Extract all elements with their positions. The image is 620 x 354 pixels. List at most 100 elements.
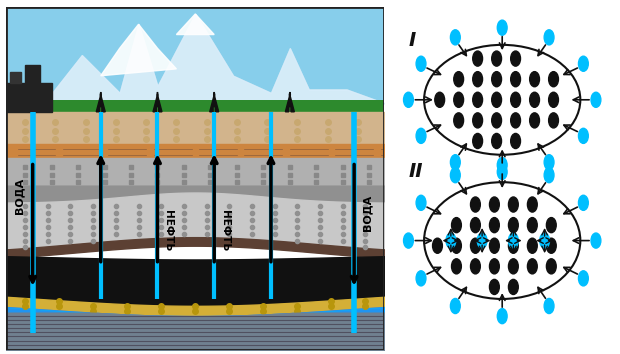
Circle shape xyxy=(416,128,426,143)
Circle shape xyxy=(578,195,588,210)
Circle shape xyxy=(433,238,443,253)
Circle shape xyxy=(489,238,499,253)
Circle shape xyxy=(492,92,502,107)
Circle shape xyxy=(544,155,554,170)
Circle shape xyxy=(471,238,480,253)
Circle shape xyxy=(471,259,480,274)
Circle shape xyxy=(489,218,499,233)
Polygon shape xyxy=(100,24,176,76)
Circle shape xyxy=(528,259,538,274)
Circle shape xyxy=(492,113,502,128)
Circle shape xyxy=(508,218,518,233)
Circle shape xyxy=(451,259,461,274)
Circle shape xyxy=(404,92,414,107)
Circle shape xyxy=(472,92,482,107)
Circle shape xyxy=(528,218,538,233)
Circle shape xyxy=(508,197,518,212)
Circle shape xyxy=(544,298,554,314)
Polygon shape xyxy=(210,95,219,112)
Circle shape xyxy=(508,233,518,248)
Circle shape xyxy=(489,197,499,212)
Polygon shape xyxy=(25,65,40,82)
Circle shape xyxy=(497,164,507,179)
Circle shape xyxy=(416,271,426,286)
Circle shape xyxy=(454,113,464,128)
Circle shape xyxy=(578,56,588,71)
Circle shape xyxy=(529,113,539,128)
Circle shape xyxy=(492,72,502,87)
Circle shape xyxy=(528,197,538,212)
Text: НЕФТЬ: НЕФТЬ xyxy=(163,210,173,251)
Circle shape xyxy=(471,197,480,212)
Circle shape xyxy=(446,233,456,248)
Circle shape xyxy=(489,279,499,295)
Circle shape xyxy=(450,167,460,183)
Polygon shape xyxy=(40,95,48,112)
Circle shape xyxy=(497,20,507,35)
Circle shape xyxy=(529,92,539,107)
Text: ВОДА: ВОДА xyxy=(14,178,24,214)
Polygon shape xyxy=(10,72,21,82)
Circle shape xyxy=(544,167,554,183)
Circle shape xyxy=(511,92,521,107)
Circle shape xyxy=(511,113,521,128)
Circle shape xyxy=(508,279,518,295)
Circle shape xyxy=(578,271,588,286)
Circle shape xyxy=(471,218,480,233)
Circle shape xyxy=(511,133,521,149)
Polygon shape xyxy=(43,92,45,98)
Circle shape xyxy=(492,51,502,66)
Circle shape xyxy=(529,72,539,87)
Circle shape xyxy=(544,30,554,45)
Circle shape xyxy=(528,238,538,253)
Circle shape xyxy=(591,233,601,248)
Circle shape xyxy=(416,56,426,71)
Circle shape xyxy=(549,113,559,128)
Circle shape xyxy=(477,233,487,248)
Text: I: I xyxy=(409,31,415,50)
Circle shape xyxy=(454,72,464,87)
Circle shape xyxy=(511,51,521,66)
Polygon shape xyxy=(157,92,158,98)
FancyBboxPatch shape xyxy=(6,100,384,112)
Circle shape xyxy=(591,92,601,107)
Polygon shape xyxy=(153,95,162,112)
Circle shape xyxy=(404,233,414,248)
Text: II: II xyxy=(409,161,423,181)
Circle shape xyxy=(549,92,559,107)
Circle shape xyxy=(450,298,460,314)
Text: НЕФТЬ: НЕФТЬ xyxy=(220,210,230,251)
Circle shape xyxy=(546,259,556,274)
FancyBboxPatch shape xyxy=(6,7,384,103)
Circle shape xyxy=(472,133,482,149)
Circle shape xyxy=(497,158,507,173)
Circle shape xyxy=(497,309,507,324)
Circle shape xyxy=(450,155,460,170)
Circle shape xyxy=(578,128,588,143)
Circle shape xyxy=(511,72,521,87)
Circle shape xyxy=(508,238,518,253)
Polygon shape xyxy=(96,95,105,112)
Circle shape xyxy=(546,218,556,233)
Circle shape xyxy=(451,218,461,233)
Polygon shape xyxy=(176,14,215,35)
Bar xyxy=(6,7,384,350)
Circle shape xyxy=(472,72,482,87)
Polygon shape xyxy=(100,92,101,98)
Circle shape xyxy=(451,238,461,253)
Circle shape xyxy=(472,51,482,66)
Circle shape xyxy=(539,233,549,248)
Circle shape xyxy=(454,92,464,107)
Circle shape xyxy=(416,195,426,210)
Polygon shape xyxy=(214,92,215,98)
Circle shape xyxy=(508,259,518,274)
Circle shape xyxy=(492,133,502,149)
Circle shape xyxy=(472,113,482,128)
Polygon shape xyxy=(6,82,51,112)
Circle shape xyxy=(435,92,445,107)
Circle shape xyxy=(450,30,460,45)
Circle shape xyxy=(549,72,559,87)
Circle shape xyxy=(489,259,499,274)
Circle shape xyxy=(546,238,556,253)
Text: ВОДА: ВОДА xyxy=(362,195,373,231)
